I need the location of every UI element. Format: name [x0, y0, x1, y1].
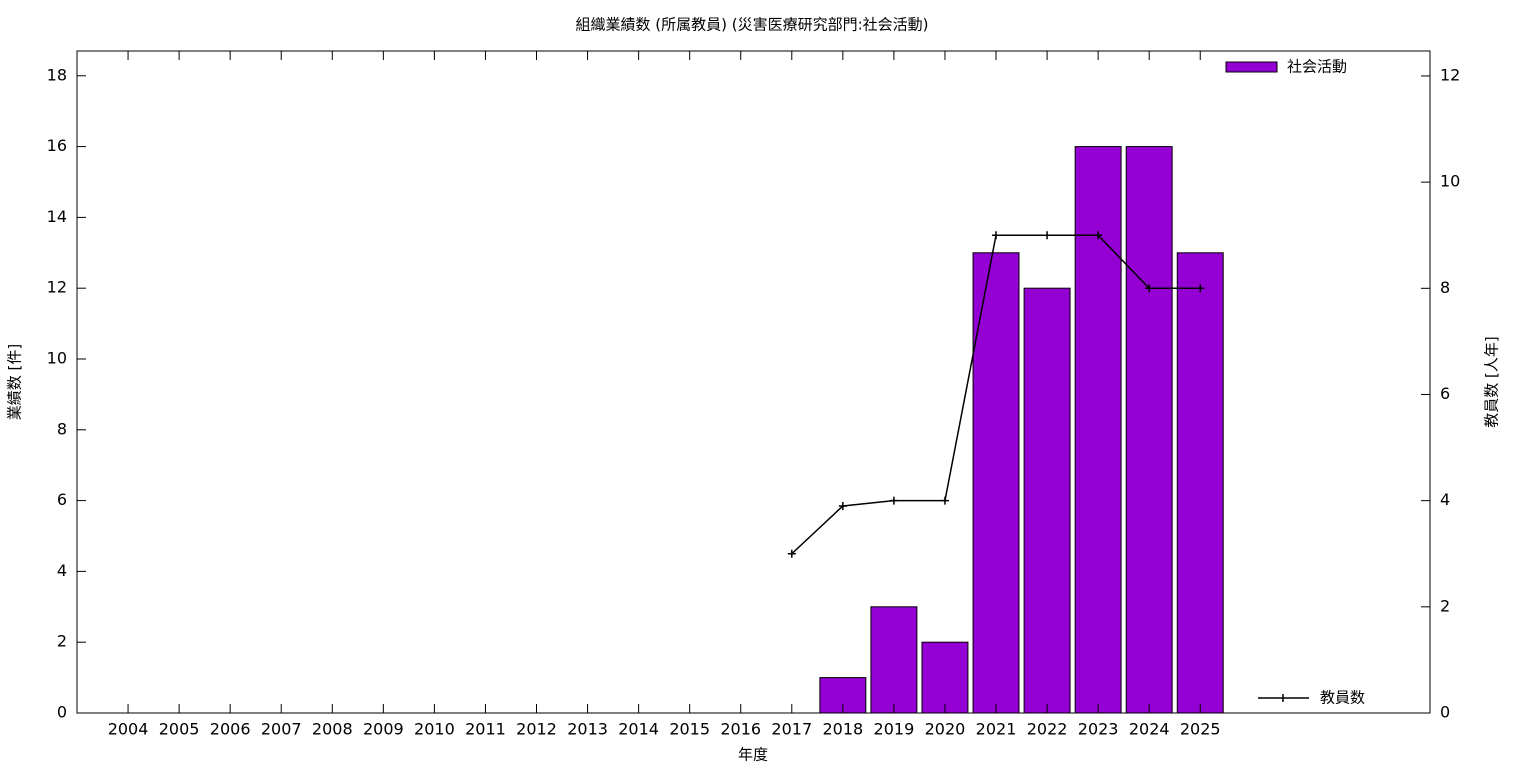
line-marker — [838, 501, 847, 510]
y-tick-label: 14 — [47, 207, 67, 226]
line-marker — [1145, 284, 1154, 293]
x-tick-label: 2023 — [1078, 720, 1119, 739]
legend-label: 社会活動 — [1287, 58, 1347, 76]
x-tick-label: 2019 — [874, 720, 915, 739]
x-tick-label: 2011 — [465, 720, 506, 739]
x-tick-label: 2025 — [1180, 720, 1221, 739]
x-tick-label: 2004 — [108, 720, 149, 739]
y-tick-label: 12 — [47, 278, 67, 297]
y-tick-label: 2 — [57, 632, 67, 651]
x-tick-label: 2022 — [1027, 720, 1068, 739]
x-tick-label: 2017 — [771, 720, 812, 739]
line-marker — [992, 231, 1001, 240]
bar — [870, 606, 918, 714]
x-tick-label: 2021 — [976, 720, 1017, 739]
bar — [1074, 146, 1122, 714]
x-tick-label: 2012 — [516, 720, 557, 739]
legend-label: 教員数 — [1320, 689, 1365, 707]
y-tick-label: 0 — [57, 703, 67, 722]
x-tick-label: 2014 — [618, 720, 659, 739]
y-tick-label: 6 — [57, 490, 67, 509]
line-marker — [940, 496, 949, 505]
y-tick-label: 8 — [57, 419, 67, 438]
line-marker — [1043, 231, 1052, 240]
bar — [1023, 287, 1071, 714]
line-marker — [1196, 284, 1205, 293]
y-tick-label: 18 — [47, 65, 67, 84]
y2-tick-label: 0 — [1440, 703, 1450, 722]
y2-tick-label: 4 — [1440, 490, 1450, 509]
bar — [921, 641, 969, 714]
x-tick-label: 2018 — [822, 720, 863, 739]
chart-title: 組織業績数 (所属教員) (災害医療研究部門:社会活動) — [575, 16, 928, 34]
y2-tick-label: 6 — [1440, 384, 1450, 403]
y2-tick-label: 10 — [1440, 172, 1460, 191]
x-tick-label: 2005 — [159, 720, 200, 739]
line-marker — [889, 496, 898, 505]
bar — [1176, 252, 1224, 714]
x-tick-label: 2006 — [210, 720, 251, 739]
y-tick-label: 4 — [57, 561, 67, 580]
x-tick-label: 2008 — [312, 720, 353, 739]
legend-swatch — [1225, 61, 1278, 73]
x-tick-label: 2016 — [720, 720, 761, 739]
x-axis-label: 年度 — [738, 746, 768, 764]
line-marker — [787, 549, 796, 558]
y2-tick-label: 2 — [1440, 596, 1450, 615]
legend-swatch — [1258, 694, 1309, 702]
plot-frame — [76, 50, 1431, 714]
y2-tick-label: 8 — [1440, 278, 1450, 297]
x-tick-label: 2015 — [669, 720, 710, 739]
bar — [1125, 146, 1173, 714]
y2-axis-label: 教員数 [人年] — [1483, 336, 1501, 427]
y-tick-label: 16 — [47, 136, 67, 155]
x-tick-label: 2009 — [363, 720, 404, 739]
bar — [972, 252, 1020, 714]
x-tick-label: 2024 — [1129, 720, 1170, 739]
y-tick-label: 10 — [47, 348, 67, 367]
y2-tick-label: 12 — [1440, 65, 1460, 84]
x-tick-label: 2007 — [261, 720, 302, 739]
x-tick-label: 2010 — [414, 720, 455, 739]
y-axis-label: 業績数 [件] — [6, 344, 24, 420]
line-marker — [1094, 231, 1103, 240]
x-tick-label: 2013 — [567, 720, 608, 739]
x-tick-label: 2020 — [925, 720, 966, 739]
